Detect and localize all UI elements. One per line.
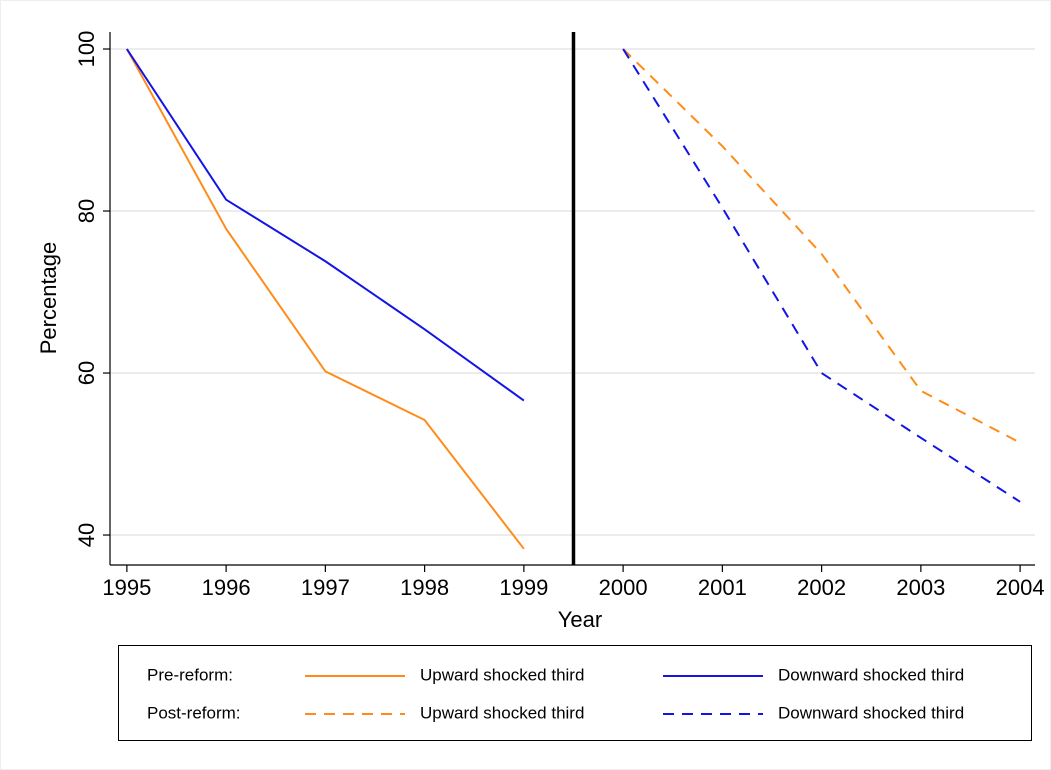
line-series (622, 48, 1021, 444)
x-tick-label: 1996 (202, 575, 251, 600)
x-tick-label: 1995 (102, 575, 151, 600)
legend-group-label: Post-reform: (147, 703, 241, 722)
y-axis-label: Percentage (36, 242, 61, 355)
x-tick-label: 2002 (797, 575, 846, 600)
x-tick-label: 1998 (400, 575, 449, 600)
legend-box (118, 645, 1032, 741)
legend-group-label: Pre-reform: (147, 665, 233, 684)
legend: Pre-reform: Upward shocked third Downward … (147, 665, 964, 722)
x-axis-label: Year (558, 607, 602, 632)
x-tick-label: 1999 (499, 575, 548, 600)
x-tick-label: 2004 (996, 575, 1045, 600)
x-tick-label: 2001 (698, 575, 747, 600)
line-series (622, 48, 1021, 503)
y-tick-label: 100 (74, 31, 99, 68)
x-tick-label: 2003 (896, 575, 945, 600)
y-tick-label: 60 (74, 361, 99, 385)
y-tick-label: 80 (74, 199, 99, 223)
x-tick-label: 2000 (599, 575, 648, 600)
line-series (126, 48, 525, 402)
line-series (125, 48, 525, 550)
legend-label: Upward shocked third (420, 703, 584, 722)
x-tick-label: 1997 (301, 575, 350, 600)
legend-label: Upward shocked third (420, 665, 584, 684)
y-tick-label: 40 (74, 523, 99, 547)
legend-label: Downward shocked third (778, 703, 964, 722)
legend-label: Downward shocked third (778, 665, 964, 684)
